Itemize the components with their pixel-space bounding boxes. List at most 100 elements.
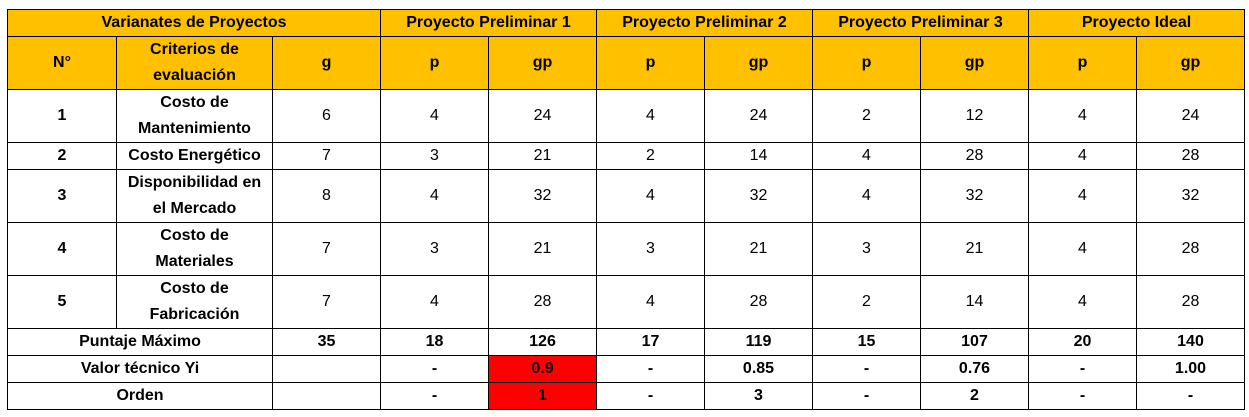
p-cell: 2: [812, 275, 921, 329]
table-row: 2 Costo Energético 7 3 21 2 14 4 28 4 28: [7, 142, 1245, 170]
p-cell: 4: [1028, 222, 1137, 276]
gp-cell: 14: [920, 275, 1029, 329]
valor-cell: 0.76: [920, 355, 1029, 383]
project-header-3: Proyecto Preliminar 3: [812, 9, 1029, 37]
gp-cell: 28: [1136, 142, 1245, 170]
gp-cell: 24: [1136, 89, 1245, 143]
gp-cell: 21: [488, 222, 597, 276]
puntaje-label: Puntaje Máximo: [7, 328, 273, 356]
p-cell: 4: [1028, 89, 1137, 143]
p-cell: 3: [380, 142, 489, 170]
p-cell: 4: [812, 169, 921, 223]
p-cell: 2: [596, 142, 705, 170]
p-cell: 4: [380, 89, 489, 143]
valor-dash: -: [1028, 355, 1137, 383]
gp-total: 119: [704, 328, 813, 356]
p-cell: 4: [596, 169, 705, 223]
valor-g: [272, 355, 381, 383]
criterio-cell: Costo Energético: [116, 142, 273, 170]
variantes-header: Varianates de Proyectos: [7, 9, 381, 37]
gp-cell: 12: [920, 89, 1029, 143]
gp-cell: 28: [920, 142, 1029, 170]
p-cell: 4: [380, 275, 489, 329]
valor-cell: 1.00: [1136, 355, 1245, 383]
table-row: 4 Costo de Materiales 7 3 21 3 21 3 21 4…: [7, 222, 1245, 276]
row-number: 3: [7, 169, 117, 223]
orden-dash: -: [380, 382, 489, 410]
gp-total: 140: [1136, 328, 1245, 356]
g-cell: 8: [272, 169, 381, 223]
p-total: 20: [1028, 328, 1137, 356]
p-cell: 4: [596, 275, 705, 329]
p-cell: 3: [596, 222, 705, 276]
p-header: p: [380, 36, 489, 90]
table-row: 5 Costo de Fabricación 7 4 28 4 28 2 14 …: [7, 275, 1245, 329]
gp-total: 107: [920, 328, 1029, 356]
row-number: 5: [7, 275, 117, 329]
gp-cell: 28: [1136, 222, 1245, 276]
puntaje-row: Puntaje Máximo 35 18 126 17 119 15 107 2…: [7, 328, 1245, 356]
gp-cell: 32: [920, 169, 1029, 223]
criterios-header: Criterios de evaluación: [116, 36, 273, 90]
p-total: 18: [380, 328, 489, 356]
g-header: g: [272, 36, 381, 90]
p-cell: 4: [1028, 275, 1137, 329]
p-cell: 2: [812, 89, 921, 143]
valor-cell: 0.85: [704, 355, 813, 383]
criterio-cell: Disponibilidad en el Mercado: [116, 169, 273, 223]
gp-cell: 21: [920, 222, 1029, 276]
gp-total: 126: [488, 328, 597, 356]
g-cell: 6: [272, 89, 381, 143]
p-cell: 4: [380, 169, 489, 223]
valor-dash: -: [812, 355, 921, 383]
table-row: 1 Costo de Mantenimiento 6 4 24 4 24 2 1…: [7, 89, 1245, 143]
gp-cell: 24: [704, 89, 813, 143]
g-cell: 7: [272, 142, 381, 170]
project-header-ideal: Proyecto Ideal: [1028, 9, 1245, 37]
orden-row: Orden - 1 - 3 - 2 - -: [7, 382, 1245, 410]
row-number: 1: [7, 89, 117, 143]
orden-g: [272, 382, 381, 410]
criterio-cell: Costo de Mantenimiento: [116, 89, 273, 143]
orden-dash: -: [812, 382, 921, 410]
evaluation-table: Varianates de Proyectos Proyecto Prelimi…: [7, 9, 1245, 410]
orden-cell: -: [1136, 382, 1245, 410]
table-row: 3 Disponibilidad en el Mercado 8 4 32 4 …: [7, 169, 1245, 223]
row-number: 2: [7, 142, 117, 170]
gp-cell: 32: [488, 169, 597, 223]
gp-cell: 21: [488, 142, 597, 170]
p-cell: 4: [812, 142, 921, 170]
p-cell: 4: [1028, 142, 1137, 170]
g-cell: 7: [272, 275, 381, 329]
valor-dash: -: [596, 355, 705, 383]
criterio-cell: Costo de Materiales: [116, 222, 273, 276]
p-cell: 3: [812, 222, 921, 276]
gp-header: gp: [1136, 36, 1245, 90]
valor-highlight: 0.9: [488, 355, 597, 383]
valor-row: Valor técnico Yi - 0.9 - 0.85 - 0.76 - 1…: [7, 355, 1245, 383]
gp-cell: 24: [488, 89, 597, 143]
gp-header: gp: [704, 36, 813, 90]
p-total: 17: [596, 328, 705, 356]
project-header-2: Proyecto Preliminar 2: [596, 9, 813, 37]
gp-cell: 28: [704, 275, 813, 329]
valor-dash: -: [380, 355, 489, 383]
p-cell: 4: [1028, 169, 1137, 223]
p-total: 15: [812, 328, 921, 356]
criterio-cell: Costo de Fabricación: [116, 275, 273, 329]
gp-header: gp: [488, 36, 597, 90]
p-header: p: [812, 36, 921, 90]
orden-label: Orden: [7, 382, 273, 410]
gp-cell: 32: [1136, 169, 1245, 223]
gp-cell: 14: [704, 142, 813, 170]
p-header: p: [1028, 36, 1137, 90]
num-header: N°: [7, 36, 117, 90]
orden-cell: 2: [920, 382, 1029, 410]
valor-label: Valor técnico Yi: [7, 355, 273, 383]
gp-cell: 28: [1136, 275, 1245, 329]
p-cell: 3: [380, 222, 489, 276]
gp-cell: 21: [704, 222, 813, 276]
g-total: 35: [272, 328, 381, 356]
gp-cell: 32: [704, 169, 813, 223]
orden-highlight: 1: [488, 382, 597, 410]
